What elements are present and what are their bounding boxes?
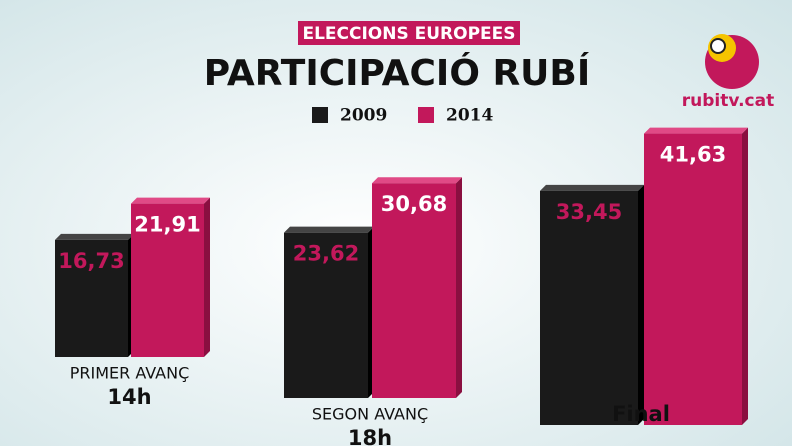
value-label: 23,62 (293, 242, 359, 266)
legend-label: 2014 (446, 106, 493, 126)
chart-subtitle: ELECCIONS EUROPEES (302, 24, 515, 44)
bar-top (372, 177, 462, 184)
value-label: 21,91 (134, 213, 200, 237)
logo-eye (710, 38, 726, 54)
legend-swatch (312, 107, 328, 123)
bar-top (55, 233, 134, 240)
bar (540, 190, 638, 425)
value-label: 41,63 (660, 143, 726, 167)
x-tick-label: SEGON AVANÇ (312, 405, 428, 424)
bar-side (638, 184, 644, 425)
chart-title: PARTICIPACIÓ RUBÍ (204, 52, 591, 94)
bar-side (204, 197, 210, 357)
x-tick-label: PRIMER AVANÇ (70, 364, 190, 383)
bar-side (742, 127, 748, 425)
bar-side (456, 177, 462, 398)
bar (284, 232, 368, 398)
value-label: 30,68 (381, 192, 447, 216)
x-tick-label: 14h (107, 385, 151, 409)
value-label: 33,45 (556, 200, 622, 224)
bar-top (284, 226, 374, 233)
x-tick-label: 18h (348, 426, 392, 446)
legend-label: 2009 (340, 106, 387, 126)
bar-top (540, 184, 644, 191)
value-label: 16,73 (58, 249, 124, 273)
bar-top (644, 127, 748, 134)
x-tick-label: Final (612, 402, 670, 426)
legend-swatch (418, 107, 434, 123)
bar (131, 203, 204, 357)
subtitle-badge (298, 21, 520, 45)
bar (55, 239, 128, 357)
bar (372, 183, 456, 398)
bar-top (131, 197, 210, 204)
bar (644, 133, 742, 425)
logo-text: rubitv.cat (682, 91, 774, 111)
logo: rubitv.cat (682, 34, 774, 111)
